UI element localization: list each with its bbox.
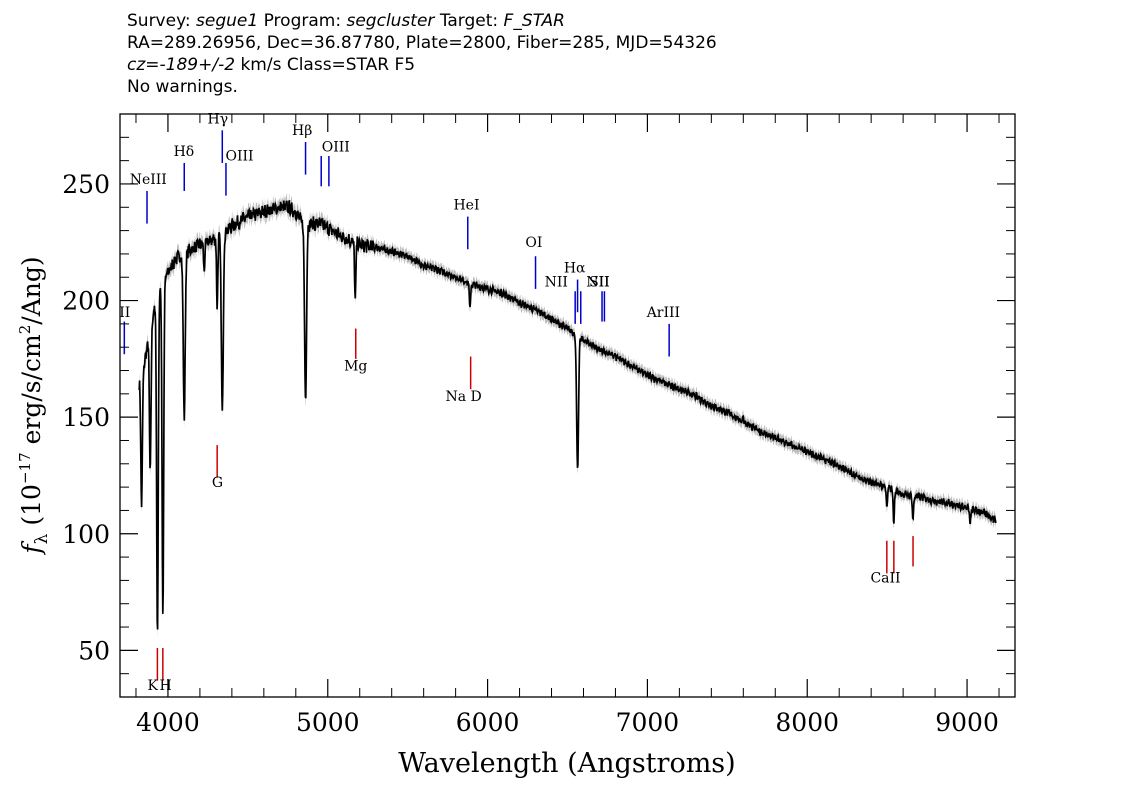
line-marker-label: CaII	[870, 571, 900, 587]
line-marker-layer: NeIIIHδHγOIIIHβOIIIHeIOINIIHαNIISIIArIII…	[119, 111, 914, 694]
header-line-coordinates: RA=289.26956, Dec=36.87780, Plate=2800, …	[127, 33, 717, 53]
program-label: Program:	[263, 11, 342, 31]
line-marker-label: OI	[525, 235, 542, 251]
line-marker-label: G	[212, 475, 223, 491]
y-tick-label: 200	[62, 287, 110, 316]
line-marker-label: H	[159, 678, 171, 694]
x-tick-label: 4000	[136, 708, 200, 737]
spectrum-line	[138, 200, 997, 630]
line-marker-label: Hα	[564, 261, 586, 277]
axes-layer: 4000 5000 6000 7000 8000 9000 50 100 150 200 250	[62, 114, 1015, 737]
program-value: segcluster	[346, 11, 435, 31]
x-tick-label: 6000	[456, 708, 520, 737]
target-value: F_STAR	[503, 11, 565, 31]
line-marker-label: ArIII	[646, 305, 680, 321]
y-tick-label: 50	[78, 636, 110, 665]
x-tick-label: 8000	[775, 708, 839, 737]
line-marker-label: NII	[545, 275, 568, 291]
line-marker-label: Hγ	[208, 111, 229, 127]
x-tick-label: 9000	[935, 708, 999, 737]
plot-frame	[119, 113, 1016, 698]
x-tick-label: 5000	[296, 708, 360, 737]
line-marker-label: OIII	[322, 139, 350, 155]
y-tick-label: 150	[62, 403, 110, 432]
line-marker-label: Hδ	[174, 144, 195, 160]
line-marker-label: NeIII	[130, 172, 167, 188]
y-tick-label: 100	[62, 520, 110, 549]
svg-text:fλ (10−17 erg/s/cm2/Ang): fλ (10−17 erg/s/cm2/Ang)	[16, 256, 52, 555]
header-line-redshift: cz=-189+/-2 km/s Class=STAR F5	[127, 54, 717, 76]
header-line-survey: Survey: segue1 Program: segcluster Targe…	[127, 10, 717, 32]
y-axis-label: fλ (10−17 erg/s/cm2/Ang)	[16, 256, 52, 555]
line-marker-label: NII	[586, 275, 609, 291]
line-marker-label: SII	[589, 275, 610, 291]
survey-value: segue1	[196, 11, 259, 31]
x-axis-label: Wavelength (Angstroms)	[398, 748, 735, 779]
line-marker-label: Hβ	[292, 123, 312, 139]
x-tick-label: 7000	[616, 708, 680, 737]
line-marker-label: II	[119, 305, 130, 321]
y-tick-label: 250	[62, 170, 110, 199]
spectrum-header: Survey: segue1 Program: segcluster Targe…	[127, 10, 717, 98]
header-line-warnings: No warnings.	[127, 77, 238, 97]
cz-value: -189+/-2	[159, 55, 236, 75]
line-marker-label: Na D	[445, 389, 481, 405]
target-label: Target:	[439, 11, 499, 31]
cz-label: cz=	[127, 55, 160, 75]
survey-label: Survey:	[127, 11, 191, 31]
line-marker-label: HeI	[453, 198, 479, 214]
line-marker-label: K	[148, 678, 159, 694]
class-text: km/s Class=STAR F5	[240, 55, 416, 75]
line-marker-label: Mg	[344, 359, 367, 375]
line-marker-label: OIII	[226, 149, 254, 165]
spectrum-layer	[138, 200, 997, 630]
